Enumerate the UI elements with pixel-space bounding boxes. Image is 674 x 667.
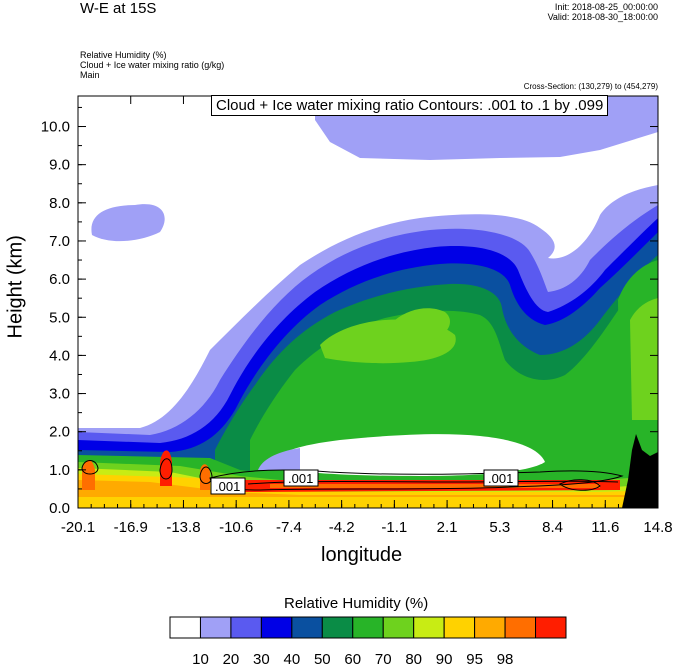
- colorbar-level-label: 80: [405, 651, 422, 667]
- cross-section-info: Cross-Section: (130,279) to (454,279): [523, 82, 658, 91]
- x-axis-label: longitude: [321, 544, 403, 566]
- y-tick-label: 0.0: [49, 500, 70, 517]
- y-tick-label: 6.0: [49, 271, 70, 288]
- y-tick-label: 10.0: [41, 119, 70, 136]
- axis-tick-labels: -20.1 -16.9 -13.8 -10.6 -7.4 -4.2 -1.1 2.1 5.3 8.…: [41, 119, 673, 536]
- colorbar-swatch: [169, 616, 201, 639]
- contour-label-3-text: .001: [488, 471, 513, 486]
- colorbar-swatch: [291, 616, 323, 639]
- colorbar-title: Relative Humidity (%): [284, 595, 429, 612]
- x-tick-label: -13.8: [166, 519, 200, 536]
- colorbar-swatch: [321, 616, 354, 639]
- colorbar-level-label: 20: [223, 651, 240, 667]
- field-cloud-ice: Cloud + Ice water mixing ratio (g/kg): [80, 60, 225, 70]
- rh-low-gap: [268, 434, 545, 476]
- colorbar-level-label: 10: [192, 651, 209, 667]
- field-main: Main: [80, 70, 100, 80]
- rh-plume-left: [82, 459, 95, 490]
- valid-time: Valid: 2018-08-30_18:00:00: [547, 12, 658, 22]
- colorbar-level-label: 50: [314, 651, 331, 667]
- plot-title: W-E at 15S: [80, 0, 157, 17]
- terrain: [622, 434, 658, 508]
- colorbar-swatch: [443, 616, 476, 639]
- x-tick-label: 11.6: [591, 519, 619, 536]
- colorbar: 10 20 30 40 50 60 70 80 90 95 98: [169, 616, 567, 667]
- rh-low-gap-edge: [258, 448, 300, 470]
- colorbar-swatch: [413, 616, 445, 639]
- rh-upper-left-blob: [91, 204, 165, 242]
- colorbar-swatch: [382, 616, 415, 639]
- x-tick-label: -7.4: [276, 519, 302, 536]
- colorbar-swatch: [474, 616, 506, 639]
- field-info: Relative Humidity (%) Cloud + Ice water …: [80, 50, 224, 80]
- colorbar-level-label: 60: [344, 651, 361, 667]
- y-tick-label: 5.0: [49, 309, 70, 326]
- y-tick-label: 8.0: [49, 195, 70, 212]
- x-tick-label: -1.1: [381, 519, 407, 536]
- rh-80-90-b: [395, 308, 450, 341]
- y-tick-label: 3.0: [49, 386, 70, 403]
- field-rh: Relative Humidity (%): [80, 50, 167, 60]
- rh-east-column-core: [630, 298, 658, 420]
- contour-label-1-text: .001: [215, 479, 240, 494]
- colorbar-swatch: [260, 616, 293, 639]
- time-info: Init: 2018-08-25_00:00:00 Valid: 2018-08…: [548, 2, 658, 22]
- contour-label-3: .001: [483, 469, 519, 487]
- init-time: Init: 2018-08-25_00:00:00: [554, 2, 658, 12]
- rh-plume-2: [160, 450, 172, 486]
- colorbar-swatch: [230, 616, 262, 639]
- x-tick-label: -4.2: [329, 519, 355, 536]
- x-tick-label: -10.6: [219, 519, 253, 536]
- contour-5: [199, 466, 213, 484]
- y-axis-label: Height (km): [4, 235, 27, 339]
- colorbar-level-label: 98: [497, 651, 514, 667]
- x-tick-label: 5.3: [489, 519, 510, 536]
- colorbar-swatch: [504, 616, 537, 639]
- y-tick-label: 1.0: [49, 462, 70, 479]
- x-tick-label: -20.1: [61, 519, 95, 536]
- contour-legend: Cloud + Ice water mixing ratio Contours:…: [211, 95, 609, 116]
- colorbar-level-label: 40: [284, 651, 301, 667]
- y-tick-label: 2.0: [49, 424, 70, 441]
- colorbar-swatch: [199, 616, 232, 639]
- colorbar-swatch: [535, 616, 567, 639]
- colorbar-level-label: 30: [253, 651, 270, 667]
- contour-inline-labels: .001 .001 .001: [210, 469, 519, 495]
- y-tick-label: 4.0: [49, 347, 70, 364]
- colorbar-swatch: [352, 616, 384, 639]
- x-tick-label: 2.1: [437, 519, 458, 536]
- contour-4: [81, 460, 99, 475]
- x-tick-label: -16.9: [114, 519, 148, 536]
- contour-label-2-text: .001: [288, 471, 313, 486]
- contour-label-2: .001: [283, 469, 319, 487]
- y-tick-label: 7.0: [49, 233, 70, 250]
- contour-1: [209, 469, 624, 491]
- rh-field: [78, 96, 658, 508]
- x-tick-label: 14.8: [643, 519, 672, 536]
- contour-3: [159, 458, 173, 480]
- colorbar-level-label: 95: [466, 651, 483, 667]
- contour-label-1: .001: [210, 477, 246, 495]
- rh-surface-orange-dark: [270, 484, 600, 488]
- x-tick-label: 8.4: [542, 519, 563, 536]
- colorbar-level-label: 90: [436, 651, 453, 667]
- colorbar-level-label: 70: [375, 651, 392, 667]
- y-tick-label: 9.0: [49, 157, 70, 174]
- axis-ticks: [77, 96, 659, 509]
- contour-6: [559, 479, 601, 491]
